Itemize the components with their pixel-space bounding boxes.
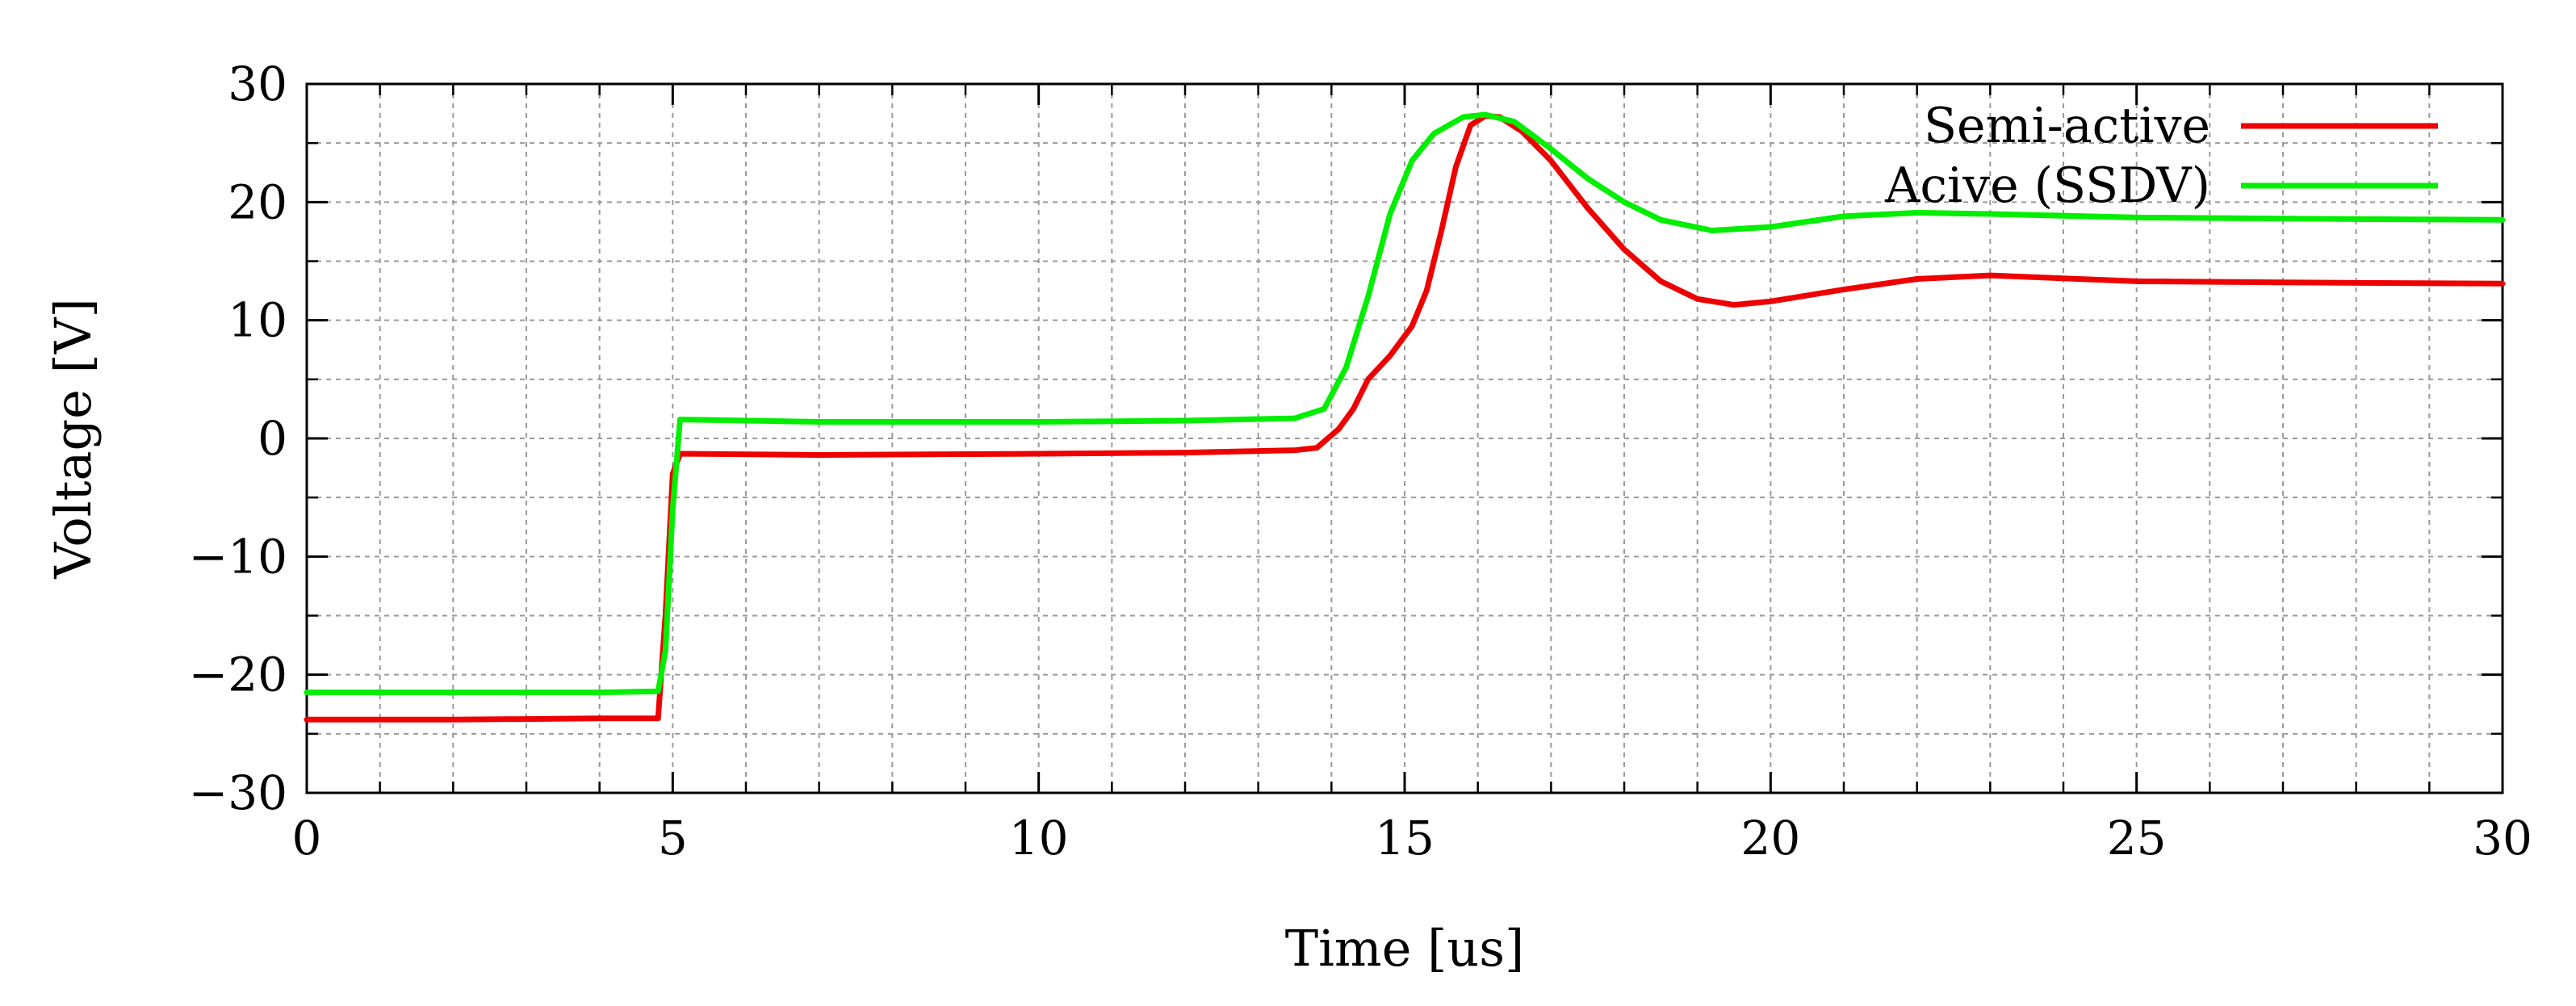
y-tick-label: −30 — [189, 765, 287, 820]
x-tick-label: 25 — [2107, 811, 2167, 866]
plot-frame — [305, 82, 2504, 794]
tick-labels: 0 5 10 15 20 25 30 −30 −20 −10 0 10 20 30 — [189, 57, 2532, 866]
y-tick-label: 10 — [228, 293, 287, 348]
legend-label-active-ssdv: Acive (SSDV) — [1884, 157, 2210, 214]
grid-lines — [307, 84, 2503, 793]
y-tick-label: −20 — [189, 648, 287, 702]
legend-label-semi-active: Semi-active — [1924, 98, 2210, 154]
x-axis-label: Time [us] — [1285, 919, 1525, 978]
y-tick-label: 20 — [228, 174, 287, 229]
x-tick-label: 5 — [658, 811, 688, 866]
y-tick-label: 0 — [258, 411, 287, 466]
y-axis-label: Voltage [V] — [44, 298, 103, 579]
y-tick-label: −10 — [189, 529, 287, 584]
y-tick-label: 30 — [228, 57, 287, 111]
series-lines — [304, 111, 2506, 723]
legend: Semi-active Acive (SSDV) — [1884, 98, 2438, 214]
x-tick-label: 10 — [1009, 811, 1069, 866]
x-tick-label: 0 — [292, 811, 322, 866]
x-tick-label: 15 — [1375, 811, 1435, 866]
series-line-1 — [304, 111, 2506, 696]
x-tick-label: 30 — [2473, 811, 2532, 866]
x-tick-label: 20 — [1740, 811, 1800, 866]
